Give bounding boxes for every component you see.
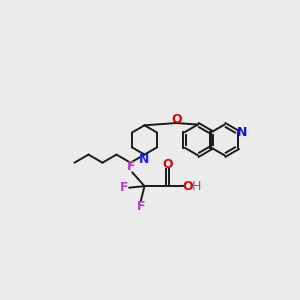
- Text: O: O: [162, 158, 173, 171]
- Text: F: F: [136, 200, 145, 213]
- Text: O: O: [182, 180, 193, 193]
- Text: N: N: [139, 153, 150, 166]
- Text: O: O: [171, 113, 182, 126]
- Text: N: N: [237, 126, 247, 139]
- Text: F: F: [119, 181, 128, 194]
- Text: H: H: [192, 180, 202, 193]
- Text: F: F: [126, 160, 135, 173]
